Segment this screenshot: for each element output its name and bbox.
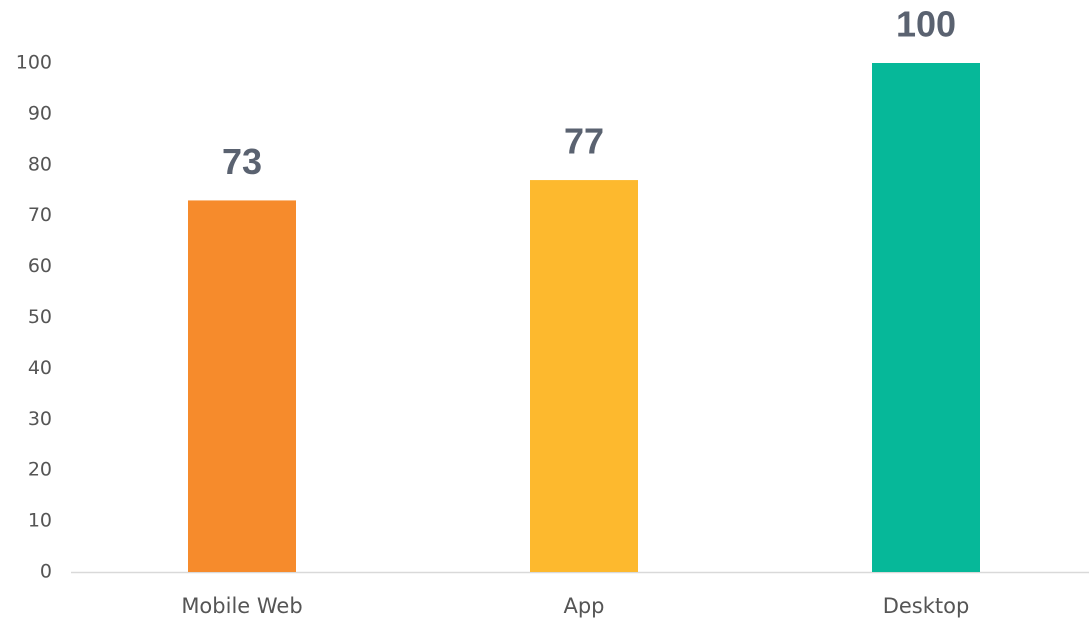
bar [530,180,638,572]
y-tick-label: 50 [28,306,52,328]
y-tick-label: 40 [28,357,52,379]
y-tick-label: 10 [28,510,52,532]
x-tick-label: App [563,594,604,618]
y-tick-label: 20 [28,459,52,481]
bar [872,63,980,572]
y-tick-label: 70 [28,204,52,226]
y-tick-label: 60 [28,255,52,277]
x-tick-label: Desktop [883,594,970,618]
data-label: 77 [564,121,604,162]
y-tick-label: 90 [28,102,52,124]
data-label: 73 [222,141,262,182]
y-tick-label: 30 [28,408,52,430]
y-tick-label: 80 [28,153,52,175]
y-tick-label: 0 [40,561,52,583]
y-tick-label: 100 [16,52,52,74]
x-tick-label: Mobile Web [181,594,302,618]
data-label: 100 [896,4,956,45]
bar [188,200,296,572]
